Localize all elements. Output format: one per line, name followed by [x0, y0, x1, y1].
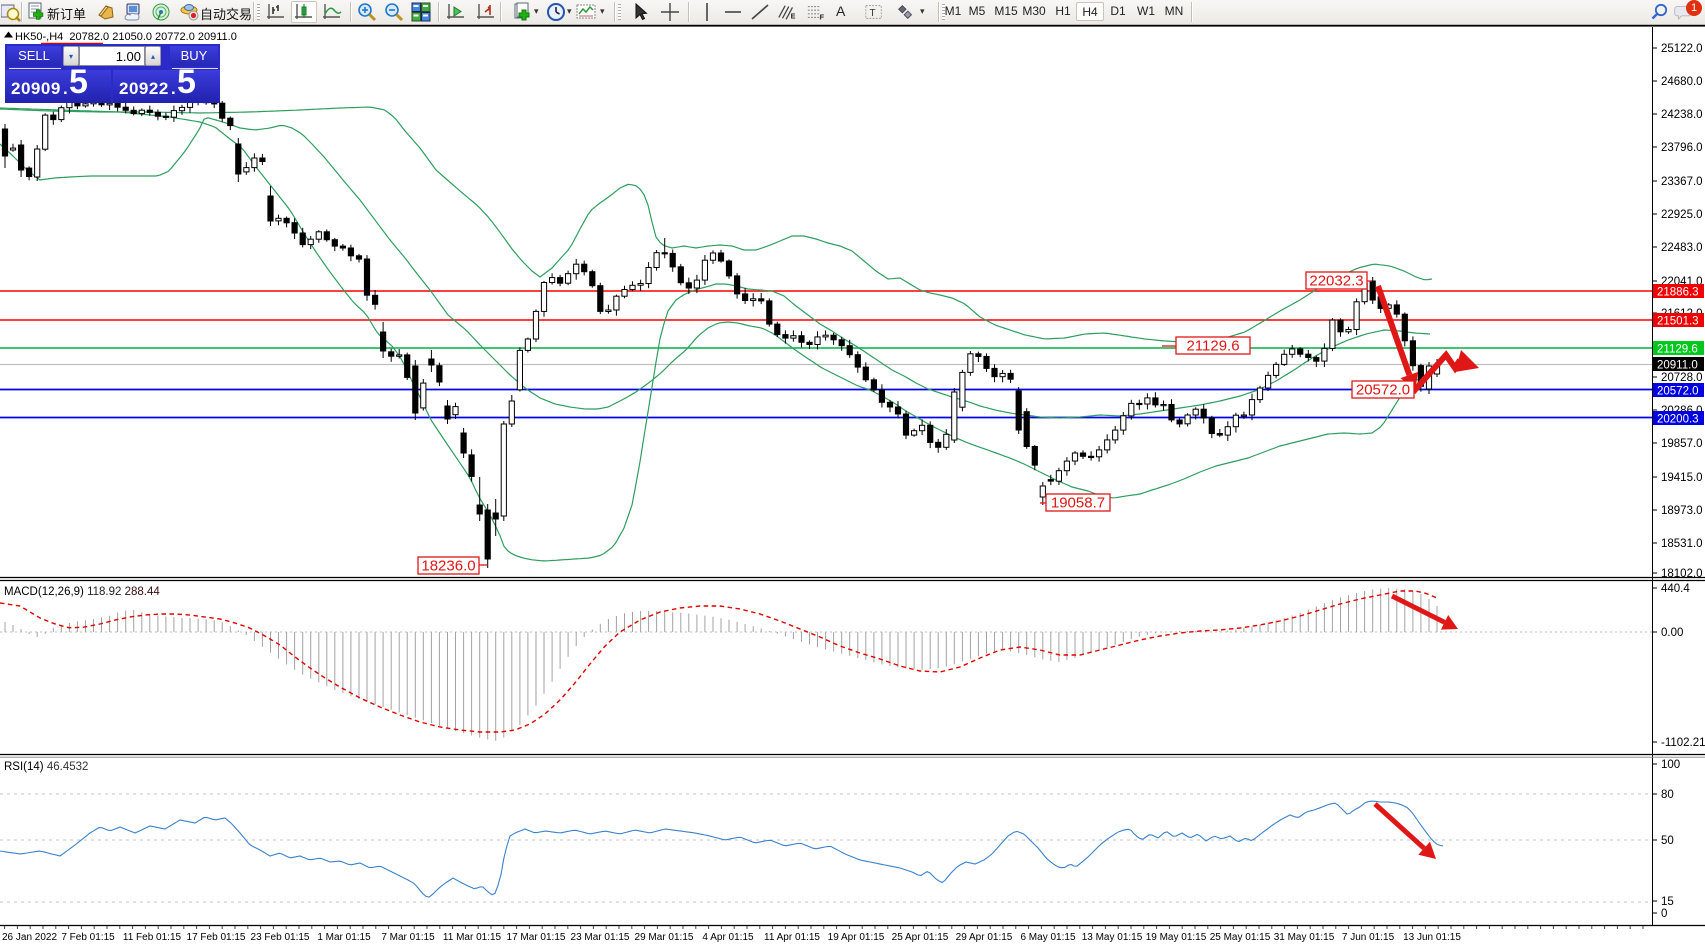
svg-text:6 May 01:15: 6 May 01:15: [1020, 932, 1075, 943]
svg-text:29 Mar 01:15: 29 Mar 01:15: [635, 932, 694, 943]
svg-text:22925.0: 22925.0: [1661, 209, 1703, 221]
svg-text:19058.7: 19058.7: [1051, 495, 1105, 512]
svg-text:23 Feb 01:15: 23 Feb 01:15: [251, 932, 310, 943]
svg-text:7 Jun 01:15: 7 Jun 01:15: [1342, 932, 1395, 943]
svg-text:4 Apr 01:15: 4 Apr 01:15: [702, 932, 754, 943]
svg-text:23796.0: 23796.0: [1661, 142, 1703, 154]
svg-text:21886.3: 21886.3: [1657, 287, 1699, 299]
svg-text:25 May 01:15: 25 May 01:15: [1210, 932, 1271, 943]
svg-text:29 Apr 01:15: 29 Apr 01:15: [956, 932, 1013, 943]
svg-text:20728.0: 20728.0: [1661, 372, 1703, 384]
svg-text:19 Apr 01:15: 19 Apr 01:15: [828, 932, 885, 943]
svg-text:31 May 01:15: 31 May 01:15: [1274, 932, 1335, 943]
svg-text:18236.0: 18236.0: [421, 558, 475, 575]
svg-text:13 Jun 01:15: 13 Jun 01:15: [1403, 932, 1461, 943]
svg-text:18102.0: 18102.0: [1661, 568, 1703, 580]
svg-text:20200.3: 20200.3: [1657, 414, 1699, 426]
svg-text:11 Apr 01:15: 11 Apr 01:15: [764, 932, 820, 943]
svg-text:22032.3: 22032.3: [1309, 273, 1363, 290]
svg-text:25122.0: 25122.0: [1661, 43, 1703, 55]
svg-text:15: 15: [1661, 896, 1674, 908]
svg-text:80: 80: [1661, 789, 1674, 801]
svg-text:HK50-,H4 20782.0 21050.0 2077: HK50-,H4 20782.0 21050.0 20772.0 20911.0: [15, 31, 237, 43]
svg-text:19415.0: 19415.0: [1661, 472, 1703, 484]
svg-text:440.4: 440.4: [1661, 583, 1690, 595]
svg-text:13 May 01:15: 13 May 01:15: [1082, 932, 1143, 943]
svg-text:17 Mar 01:15: 17 Mar 01:15: [507, 932, 566, 943]
svg-text:18531.0: 18531.0: [1661, 538, 1703, 550]
svg-text:18973.0: 18973.0: [1661, 505, 1703, 517]
svg-text:50: 50: [1661, 835, 1674, 847]
svg-text:0.00: 0.00: [1661, 627, 1683, 639]
svg-text:24238.0: 24238.0: [1661, 109, 1703, 121]
svg-text:7 Feb 01:15: 7 Feb 01:15: [61, 932, 115, 943]
svg-text:21129.6: 21129.6: [1657, 344, 1698, 356]
svg-text:-1102.21: -1102.21: [1661, 737, 1705, 749]
svg-text:100: 100: [1661, 759, 1680, 771]
svg-text:20572.0: 20572.0: [1657, 386, 1699, 398]
svg-text:24680.0: 24680.0: [1661, 76, 1703, 88]
svg-text:21129.6: 21129.6: [1186, 338, 1239, 355]
svg-text:11 Mar 01:15: 11 Mar 01:15: [443, 932, 502, 943]
svg-text:E: E: [791, 11, 796, 20]
svg-text:22483.0: 22483.0: [1661, 242, 1703, 254]
svg-text:19857.0: 19857.0: [1661, 438, 1703, 450]
svg-text:23 Mar 01:15: 23 Mar 01:15: [571, 932, 630, 943]
svg-text:MACD(12,26,9) 118.92 288.44: MACD(12,26,9) 118.92 288.44: [4, 586, 160, 598]
svg-text:26 Jan 2022: 26 Jan 2022: [2, 932, 57, 943]
svg-text:21501.3: 21501.3: [1657, 316, 1699, 328]
svg-text:20911.0: 20911.0: [1657, 360, 1698, 372]
svg-text:0: 0: [1661, 908, 1667, 920]
svg-text:RSI(14) 46.4532: RSI(14) 46.4532: [4, 761, 88, 773]
svg-text:19 May 01:15: 19 May 01:15: [1146, 932, 1207, 943]
svg-text:11 Feb 01:15: 11 Feb 01:15: [123, 932, 182, 943]
svg-text:F: F: [820, 12, 825, 21]
svg-text:23367.0: 23367.0: [1661, 176, 1703, 188]
svg-text:17 Feb 01:15: 17 Feb 01:15: [187, 932, 246, 943]
svg-text:1 Mar 01:15: 1 Mar 01:15: [317, 932, 371, 943]
svg-text:25 Apr 01:15: 25 Apr 01:15: [892, 932, 949, 943]
svg-text:7 Mar 01:15: 7 Mar 01:15: [381, 932, 435, 943]
svg-text:T: T: [869, 8, 875, 19]
svg-text:20572.0: 20572.0: [1356, 382, 1410, 399]
